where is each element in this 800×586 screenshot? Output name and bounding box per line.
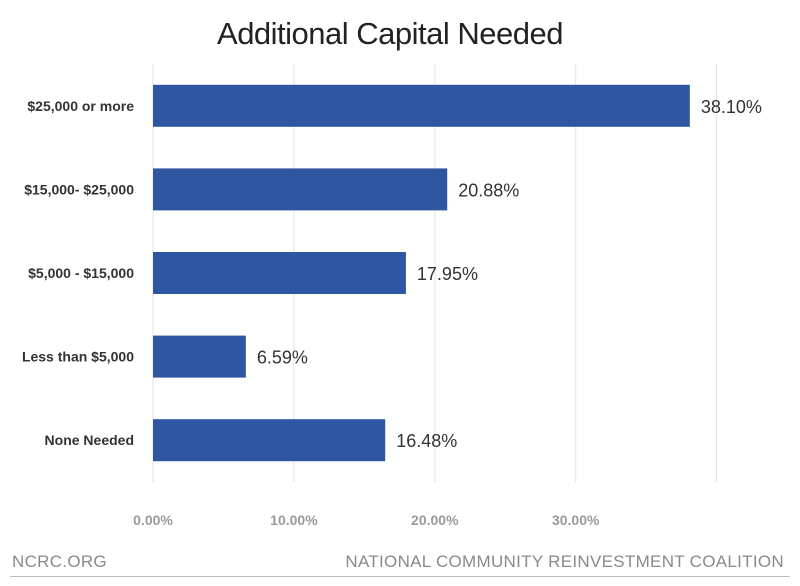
footer-site: NCRC.ORG (12, 552, 107, 571)
bar (153, 252, 406, 294)
category-labels: $25,000 or more $15,000- $25,000 $5,000 - … (22, 98, 134, 448)
x-tick-label: 20.00% (411, 512, 459, 528)
data-label: 6.59% (257, 348, 308, 368)
value-labels: 38.10% 20.88% 17.95% 6.59% 16.48% (257, 97, 762, 451)
bar (153, 335, 246, 378)
data-label: 20.88% (458, 180, 519, 200)
bar (153, 168, 448, 211)
category-label: None Needed (45, 432, 134, 448)
bars (153, 84, 690, 462)
footer-divider (10, 576, 790, 577)
category-label: $15,000- $25,000 (24, 181, 134, 197)
chart-title: Additional Capital Needed (217, 16, 563, 51)
x-tick-label: 30.00% (552, 512, 600, 528)
category-label: $25,000 or more (27, 98, 134, 114)
category-label: Less than $5,000 (22, 349, 134, 365)
x-tick-label: 10.00% (270, 512, 318, 528)
data-label: 17.95% (417, 264, 478, 284)
category-label: $5,000 - $15,000 (28, 265, 134, 281)
data-label: 38.10% (701, 97, 762, 117)
bar (153, 419, 386, 462)
x-tick-labels: 0.00% 10.00% 20.00% 30.00% (133, 512, 600, 528)
footer-organization: NATIONAL COMMUNITY REINVESTMENT COALITIO… (345, 552, 784, 571)
data-label: 16.48% (396, 431, 457, 451)
x-tick-label: 0.00% (133, 512, 173, 528)
bar (153, 84, 690, 127)
